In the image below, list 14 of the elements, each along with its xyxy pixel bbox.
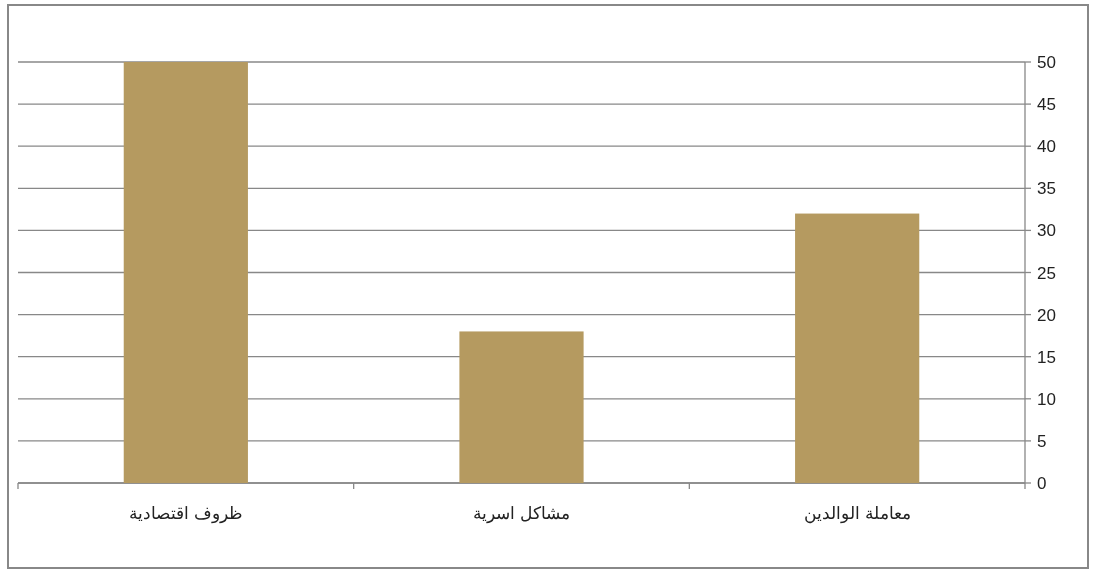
y-tick-label: 25 — [1037, 263, 1056, 283]
x-tick-label: ظروف اقتصادية — [128, 504, 243, 524]
y-tick-label: 50 — [1037, 53, 1056, 72]
y-tick-label: 15 — [1037, 347, 1056, 367]
y-tick-label: 0 — [1037, 474, 1047, 493]
y-tick-label: 5 — [1037, 431, 1047, 451]
y-tick-label: 20 — [1037, 305, 1056, 325]
x-tick-label: مشاكل اسرية — [473, 504, 570, 524]
x-tick-label: معاملة الوالدين — [803, 504, 911, 524]
y-tick-label: 10 — [1037, 389, 1056, 409]
y-tick-label: 35 — [1037, 179, 1056, 199]
y-tick-label: 40 — [1037, 137, 1056, 157]
y-tick-label: 30 — [1037, 221, 1056, 241]
y-tick-label: 45 — [1037, 95, 1056, 115]
